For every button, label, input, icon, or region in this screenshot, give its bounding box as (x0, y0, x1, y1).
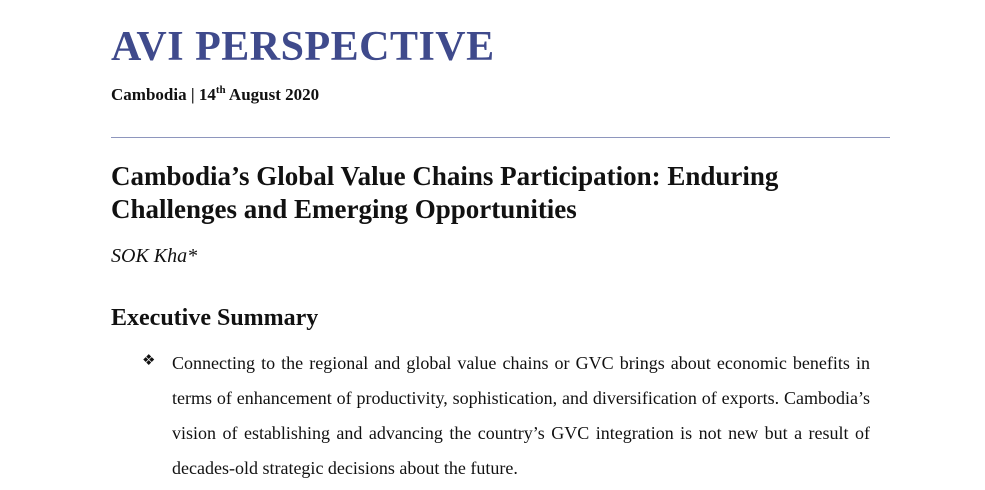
dateline-prefix: Cambodia | 14 (111, 85, 216, 104)
header-divider (111, 137, 890, 138)
section-heading: Executive Summary (111, 305, 319, 331)
brand-title: AVI PERSPECTIVE (111, 24, 495, 70)
article-title: Cambodia’s Global Value Chains Participa… (111, 161, 779, 224)
dateline-suffix: August 2020 (225, 85, 320, 104)
bullet-paragraph: Connecting to the regional and global va… (172, 353, 870, 478)
dateline-ordinal: th (215, 84, 226, 96)
author-name: SOK Kha* (111, 245, 198, 267)
dateline: Cambodia | 14th August 2020 (111, 84, 320, 104)
diamond-bullet-icon: ❖ (142, 351, 156, 369)
